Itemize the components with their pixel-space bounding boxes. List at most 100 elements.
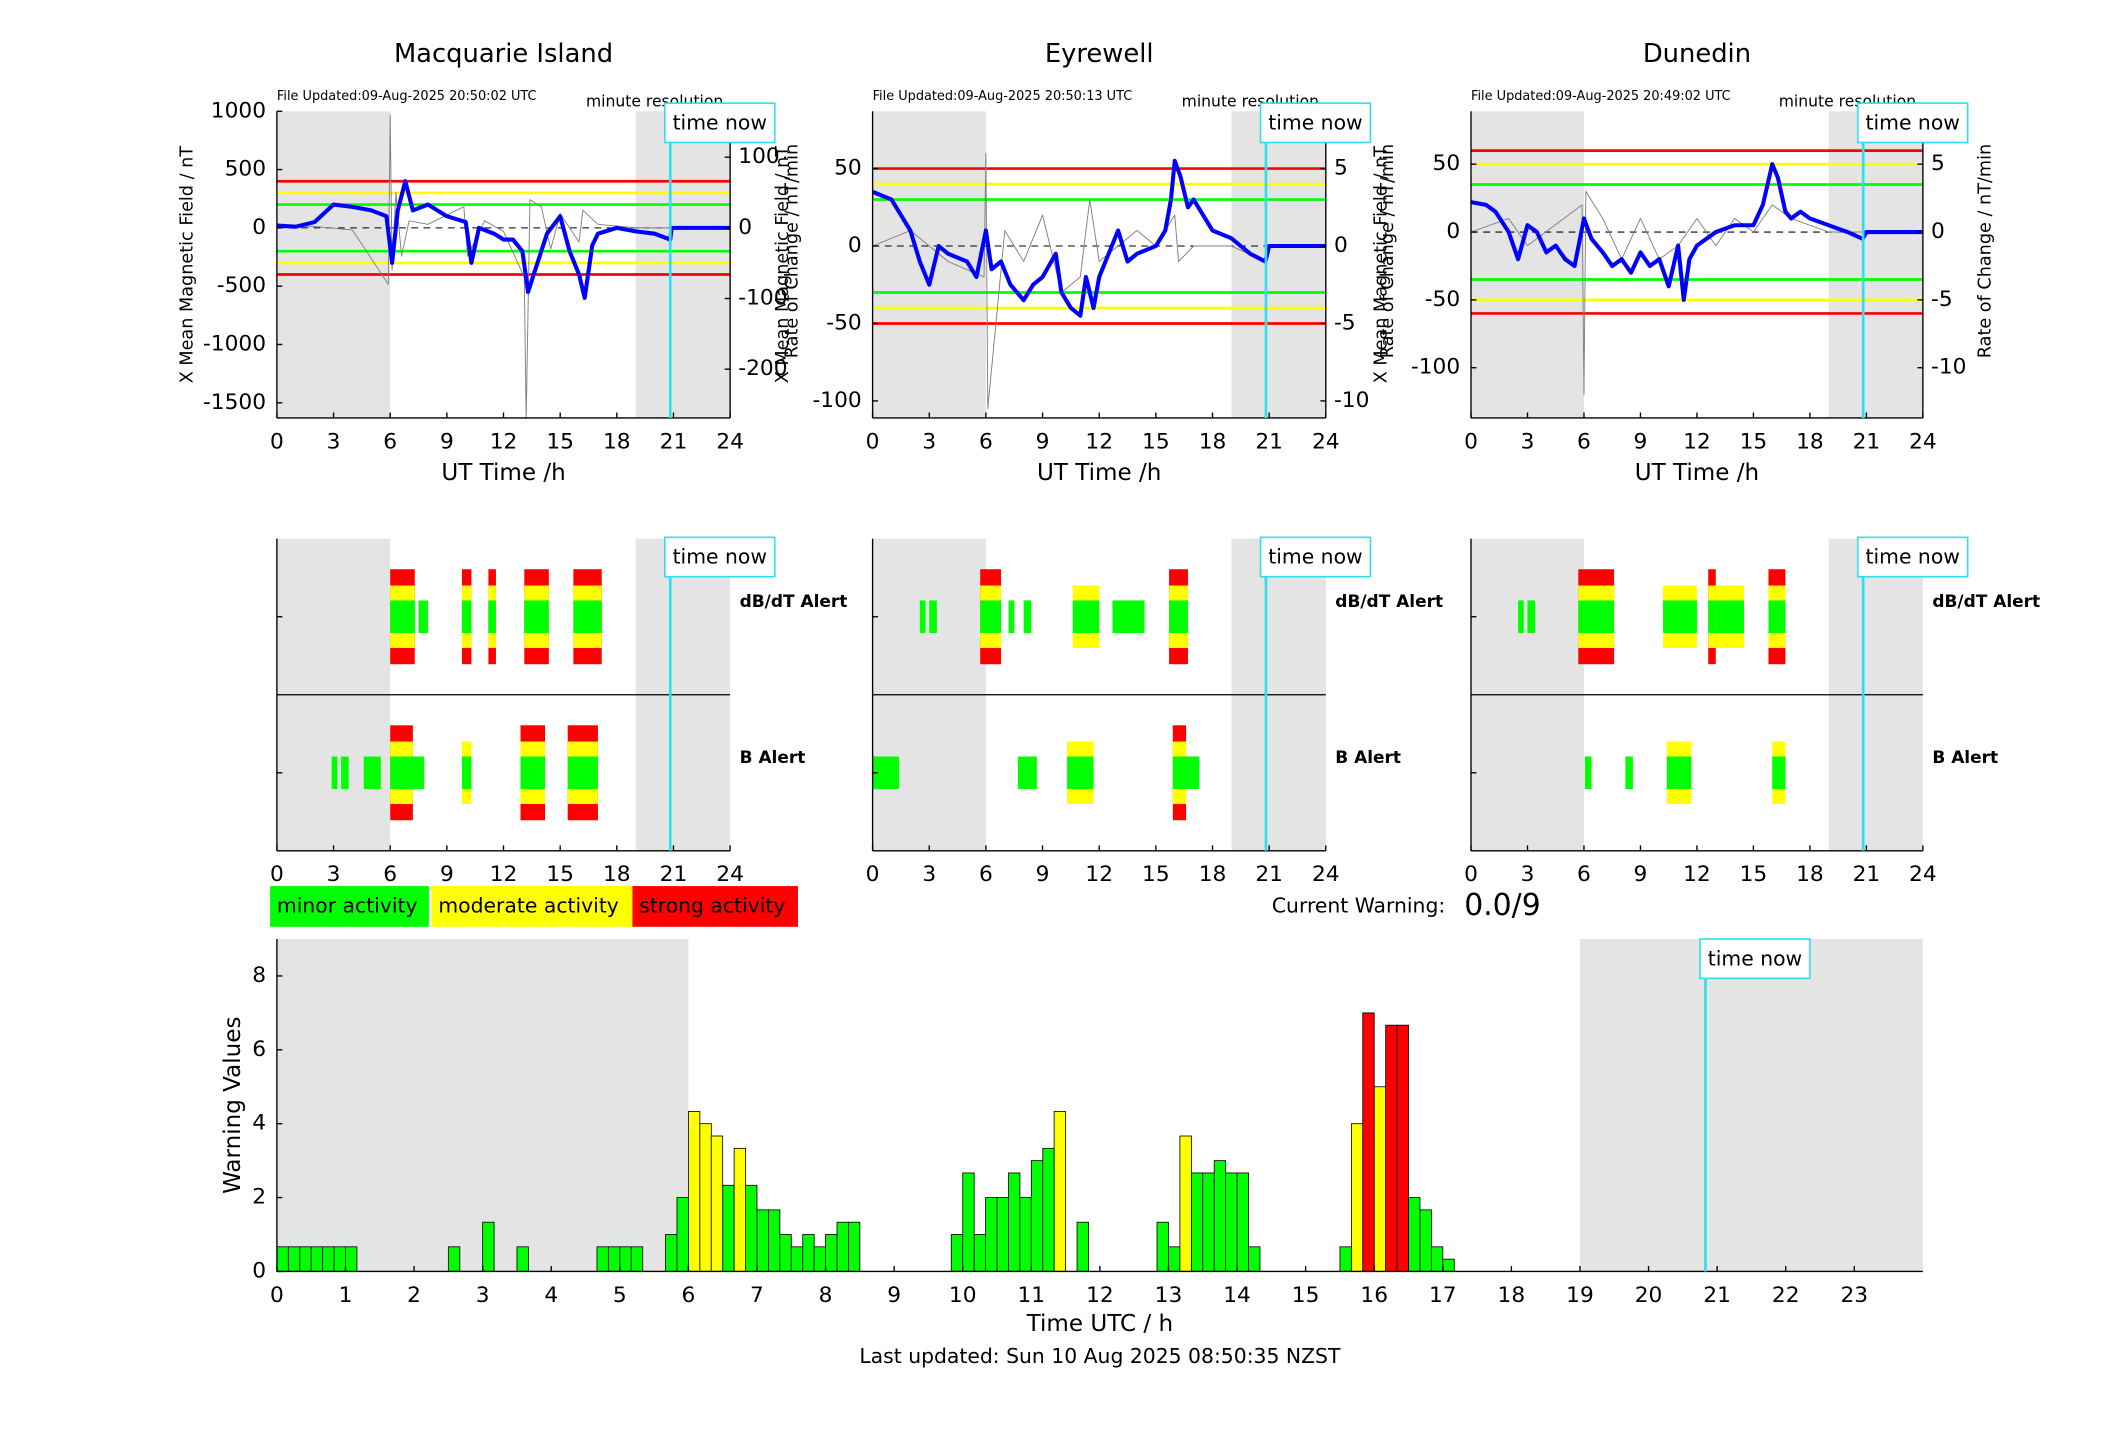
alert-block	[390, 600, 415, 634]
y2-tick-label: 0	[1334, 233, 1348, 258]
x-tick-label: 3	[922, 862, 936, 887]
warning-bar	[482, 1221, 495, 1272]
alert-block	[1018, 756, 1037, 790]
x-tick-label: 15	[1142, 862, 1170, 887]
now-label: time now	[1268, 110, 1362, 134]
y-tick-label: -1000	[203, 331, 266, 356]
x-tick-label: 3	[922, 429, 936, 454]
warning-bar	[1213, 1160, 1227, 1272]
current-warning-label: Current Warning:	[1272, 893, 1445, 917]
x-tick-label: 3	[1521, 429, 1535, 454]
alert-block	[1518, 600, 1524, 634]
warning-bar	[790, 1246, 804, 1272]
alert-block	[1768, 600, 1786, 634]
warning-bar	[322, 1246, 335, 1272]
warning-bar	[836, 1221, 849, 1272]
x-tick-label: 18	[603, 862, 631, 887]
x-tick-label: 12	[1085, 429, 1113, 454]
x-tick-label: 0	[270, 429, 284, 454]
warning-bar	[1430, 1246, 1444, 1272]
legend-label: strong activity	[639, 893, 785, 917]
x-tick-label: 0	[1464, 862, 1478, 887]
warning-bar	[1339, 1246, 1352, 1272]
row-label: dB/dT Alert	[1335, 591, 1443, 611]
x-tick-label: 20	[1635, 1283, 1663, 1308]
night-shade	[276, 111, 391, 418]
alert-block	[929, 600, 937, 634]
now-label: time now	[1268, 545, 1362, 569]
alert-block	[390, 756, 413, 790]
y-axis-label: X Mean Magnetic Field / nT	[177, 146, 197, 384]
y-tick-label: 8	[252, 963, 266, 988]
x-tick-label: 9	[1036, 429, 1050, 454]
alert-block	[331, 756, 338, 790]
warning-bar	[1202, 1172, 1215, 1272]
warning-bar	[333, 1246, 346, 1272]
x-tick-label: 15	[1292, 1283, 1320, 1308]
y2-tick-label: 100	[738, 144, 779, 169]
y-tick-label: -50	[826, 310, 861, 335]
y-tick-label: -500	[217, 273, 266, 298]
y2-tick-label: -200	[738, 356, 787, 381]
x-tick-label: 21	[1853, 862, 1881, 887]
now-box	[1856, 102, 1969, 144]
alert-block	[412, 756, 425, 790]
now-box	[664, 536, 776, 578]
x-tick-label: 6	[383, 862, 397, 887]
alert-block	[1169, 600, 1188, 634]
x-axis-label: Time UTC / h	[1026, 1311, 1173, 1337]
alert-block	[1772, 756, 1786, 790]
now-box	[664, 102, 776, 144]
warning-bar	[687, 1110, 701, 1272]
warning-bar	[985, 1197, 998, 1272]
x-tick-label: 21	[1853, 429, 1881, 454]
night-shade	[1231, 111, 1326, 418]
warning-bar	[1053, 1110, 1067, 1272]
warning-bar	[996, 1197, 1009, 1272]
x-tick-label: 12	[490, 429, 518, 454]
now-box	[1856, 536, 1969, 578]
warning-bar	[607, 1246, 621, 1272]
x-tick-label: 9	[1634, 862, 1648, 887]
x-tick-label: 12	[1085, 862, 1113, 887]
warning-bar	[962, 1172, 975, 1272]
x-tick-label: 15	[546, 429, 574, 454]
alert-block	[1708, 600, 1716, 634]
alert-block	[1008, 600, 1015, 634]
alert-block	[1625, 756, 1633, 790]
y2-tick-label: -10	[1931, 355, 1966, 380]
row-label: dB/dT Alert	[1932, 591, 2040, 611]
y-tick-label: 0	[848, 233, 862, 258]
x-tick-label: 18	[1498, 1283, 1526, 1308]
alert-block	[1112, 600, 1145, 634]
x-tick-label: 9	[1634, 429, 1648, 454]
alert-block	[1584, 756, 1592, 790]
y2-tick-label: -10	[1334, 388, 1369, 413]
y2-tick-label: 5	[1334, 156, 1348, 181]
legend-label: moderate activity	[438, 893, 618, 917]
alert-block	[1172, 756, 1187, 790]
mean-field-line	[276, 179, 731, 300]
now-box	[1259, 102, 1372, 144]
warning-bar	[1385, 1024, 1398, 1272]
warning-bar	[665, 1234, 678, 1272]
y-tick-label: -100	[1411, 355, 1460, 380]
warning-bar	[1350, 1123, 1364, 1272]
x-tick-label: 18	[603, 429, 631, 454]
x-tick-label: 4	[544, 1283, 558, 1308]
alert-block	[461, 600, 472, 634]
alert-block	[980, 600, 1002, 634]
row-label: B Alert	[1932, 747, 1998, 767]
warning-bar	[1362, 1012, 1375, 1272]
y-tick-label: 2	[252, 1185, 266, 1210]
warning-bar	[1419, 1209, 1432, 1272]
x-tick-label: 24	[1312, 862, 1340, 887]
y-tick-label: -50	[1425, 287, 1460, 312]
warning-bar	[1442, 1258, 1455, 1272]
x-tick-label: 21	[1703, 1283, 1731, 1308]
mean-field-line	[1470, 162, 1923, 302]
x-tick-label: 0	[270, 1283, 284, 1308]
alert-block	[1663, 600, 1697, 634]
warning-bar	[516, 1246, 529, 1272]
